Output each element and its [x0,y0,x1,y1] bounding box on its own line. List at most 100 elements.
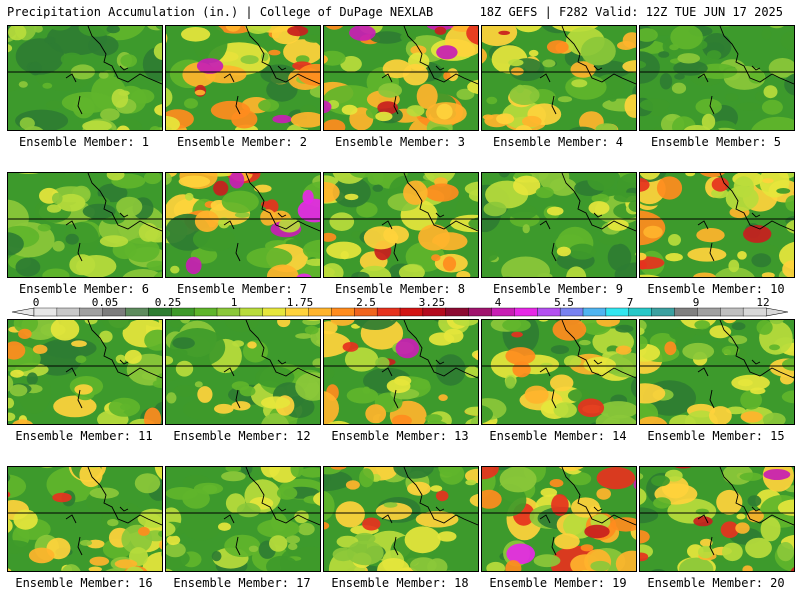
precip-contour [615,345,632,355]
precip-contour [269,535,288,552]
precip-contour [542,59,556,68]
precip-contour [12,419,34,424]
precip-contour [567,389,590,402]
precip-contour [260,64,298,84]
precip-contour [515,125,533,130]
legend-swatch [422,307,447,317]
precip-contour [144,407,162,424]
precip-contour [196,58,224,74]
precip-contour [668,234,681,246]
precip-contour [60,52,83,66]
panel-label: Ensemble Member: 8 [334,282,466,296]
precip-contour [674,73,685,80]
precip-contour [153,271,162,277]
precip-contour [640,177,650,192]
ensemble-map-panel [323,172,479,278]
precip-contour [324,367,335,380]
precip-contour [44,36,56,44]
precip-contour [89,487,120,499]
precip-contour [175,360,194,377]
precip-contour [287,26,309,37]
precip-contour [740,390,762,410]
precip-contour [514,26,542,33]
precip-contour [295,372,320,401]
precip-contour [425,414,443,423]
legend-swatch [33,307,58,317]
precip-contour [677,53,700,64]
precip-contour [57,193,86,212]
precip-contour [669,414,696,424]
precip-contour [236,502,261,518]
precip-contour [584,524,610,539]
precip-contour [533,554,561,568]
precip-contour [658,51,670,58]
legend-swatch [514,307,538,317]
precip-contour [640,343,661,362]
precip-contour [573,467,607,473]
precip-contour [297,63,320,86]
precip-contour [375,357,390,369]
precip-contour [319,478,320,481]
precip-contour [508,59,524,67]
coastline [381,320,478,409]
precip-contour [166,392,177,404]
precip-contour [443,328,464,343]
precip-contour [453,320,478,326]
precip-contour [192,227,236,252]
precip-contour [296,273,312,277]
precip-contour [743,225,772,243]
coastline [381,173,478,262]
precip-contour [546,206,564,216]
precip-contour [324,330,351,358]
precip-contour [106,173,125,181]
precip-contour [685,173,696,177]
legend-swatch [354,307,378,317]
precip-contour [340,56,362,72]
precip-contour [512,361,531,378]
precip-contour [418,224,450,251]
precip-contour [290,112,320,128]
precip-contour [640,416,668,424]
precip-contour [709,406,732,424]
precip-contour [468,189,478,202]
precip-contour [332,547,354,562]
precip-contour [124,237,160,263]
precip-contour [221,471,246,482]
precip-contour [375,111,393,122]
precip-contour [442,256,457,272]
precip-contour [628,199,636,213]
chart-title: Precipitation Accumulation (in.) | Colle… [7,5,434,19]
precip-contour [505,376,516,389]
precip-contour [587,173,615,191]
precip-contour [260,467,281,478]
precip-contour [312,358,320,368]
precip-contour [8,44,13,53]
precip-contour [261,396,291,409]
precip-contour [643,225,663,239]
precip-contour [19,117,35,130]
precip-contour [722,542,743,562]
precip-contour [277,320,291,328]
precip-contour [146,260,162,271]
precip-contour [578,339,591,346]
precip-contour [737,251,747,260]
legend-swatch [239,307,264,317]
precip-contour [670,26,703,50]
panel-label: Ensemble Member: 10 [647,282,785,296]
ensemble-map-panel [165,25,321,131]
precip-contour [225,467,242,473]
panel-label: Ensemble Member: 1 [18,135,150,149]
precip-contour [790,567,794,571]
precip-contour [184,98,198,109]
precip-contour [577,398,605,418]
precip-contour [761,28,772,40]
precip-contour [665,114,677,122]
precip-contour [8,397,15,409]
precip-contour [651,475,670,487]
legend-swatch [331,307,355,317]
precip-contour [706,50,722,61]
precip-contour [508,204,538,220]
precip-contour [158,320,162,328]
precip-contour [272,114,292,124]
precip-contour [482,467,499,480]
